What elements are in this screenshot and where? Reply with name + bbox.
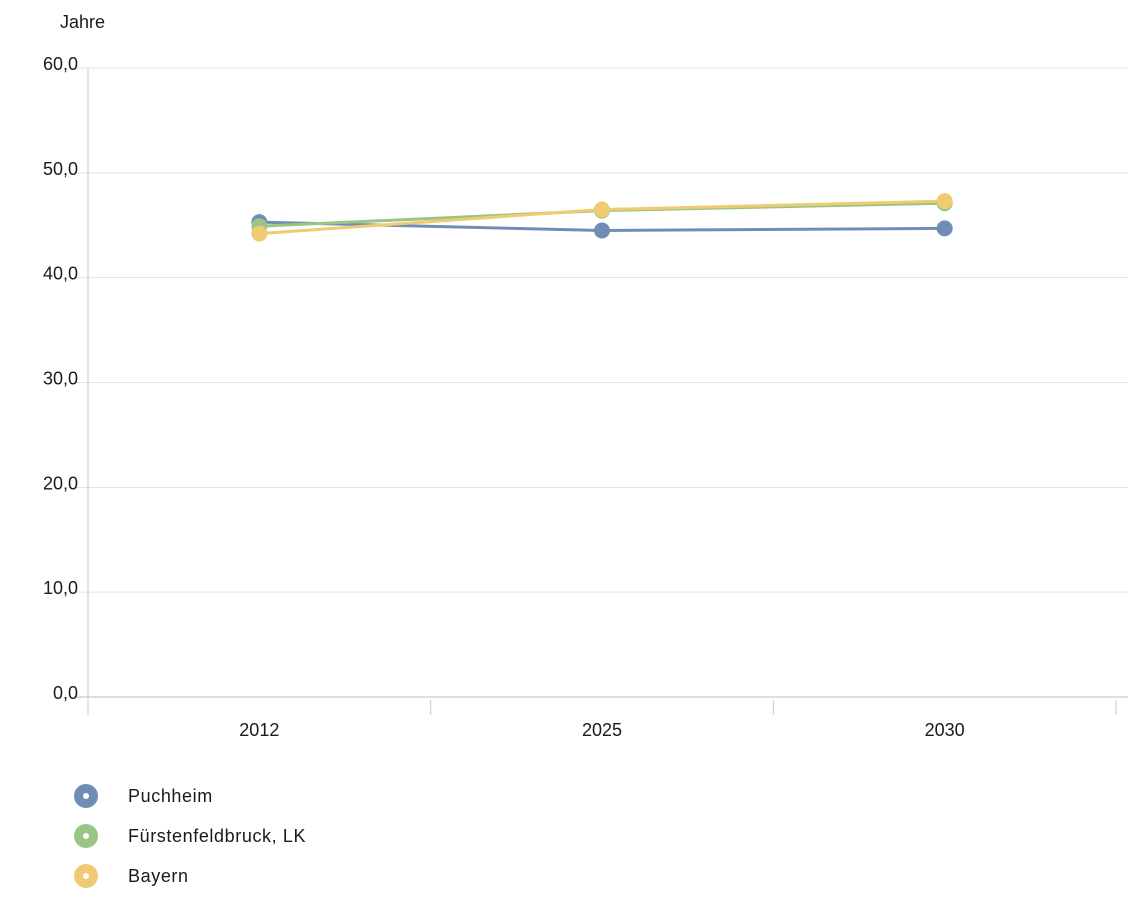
x-tick-label: 2025 <box>582 720 622 740</box>
y-tick-label: 60,0 <box>43 54 78 74</box>
x-tick-label: 2012 <box>239 720 279 740</box>
line-chart: Jahre 0,0 10,0 20,0 30,0 40,0 50,0 60,0 2012 202… <box>43 12 1128 740</box>
y-tick-label: 10,0 <box>43 578 78 598</box>
series-2 <box>251 193 953 242</box>
y-axis-unit-label: Jahre <box>60 12 105 32</box>
legend-item[interactable]: Fürstenfeldbruck, LK <box>74 822 306 850</box>
series-layer <box>251 193 953 242</box>
legend-marker-icon <box>74 864 98 888</box>
y-tick-label: 40,0 <box>43 264 78 284</box>
legend-label: Bayern <box>128 865 189 886</box>
data-point[interactable] <box>594 222 610 239</box>
y-tick-label: 30,0 <box>43 369 78 389</box>
legend-marker-icon <box>74 784 98 808</box>
x-tick-label: 2030 <box>925 720 965 740</box>
legend-label: Fürstenfeldbruck, LK <box>128 825 307 846</box>
legend-marker-icon <box>74 824 98 848</box>
y-tick-label: 50,0 <box>43 159 78 179</box>
legend-label: Puchheim <box>128 785 213 806</box>
legend-item[interactable]: Bayern <box>74 862 306 890</box>
legend-item[interactable]: Puchheim <box>74 782 306 810</box>
data-point[interactable] <box>936 193 953 210</box>
y-tick-label: 20,0 <box>43 473 78 493</box>
data-point[interactable] <box>594 201 610 218</box>
axis-layer: 0,0 10,0 20,0 30,0 40,0 50,0 60,0 2012 2025 2030 <box>43 54 1117 740</box>
data-point[interactable] <box>936 220 953 237</box>
legend: Puchheim Fürstenfeldbruck, LK Bayern <box>74 782 306 902</box>
y-tick-label: 0,0 <box>53 683 78 703</box>
grid-layer <box>74 67 1128 698</box>
data-point[interactable] <box>251 225 268 242</box>
